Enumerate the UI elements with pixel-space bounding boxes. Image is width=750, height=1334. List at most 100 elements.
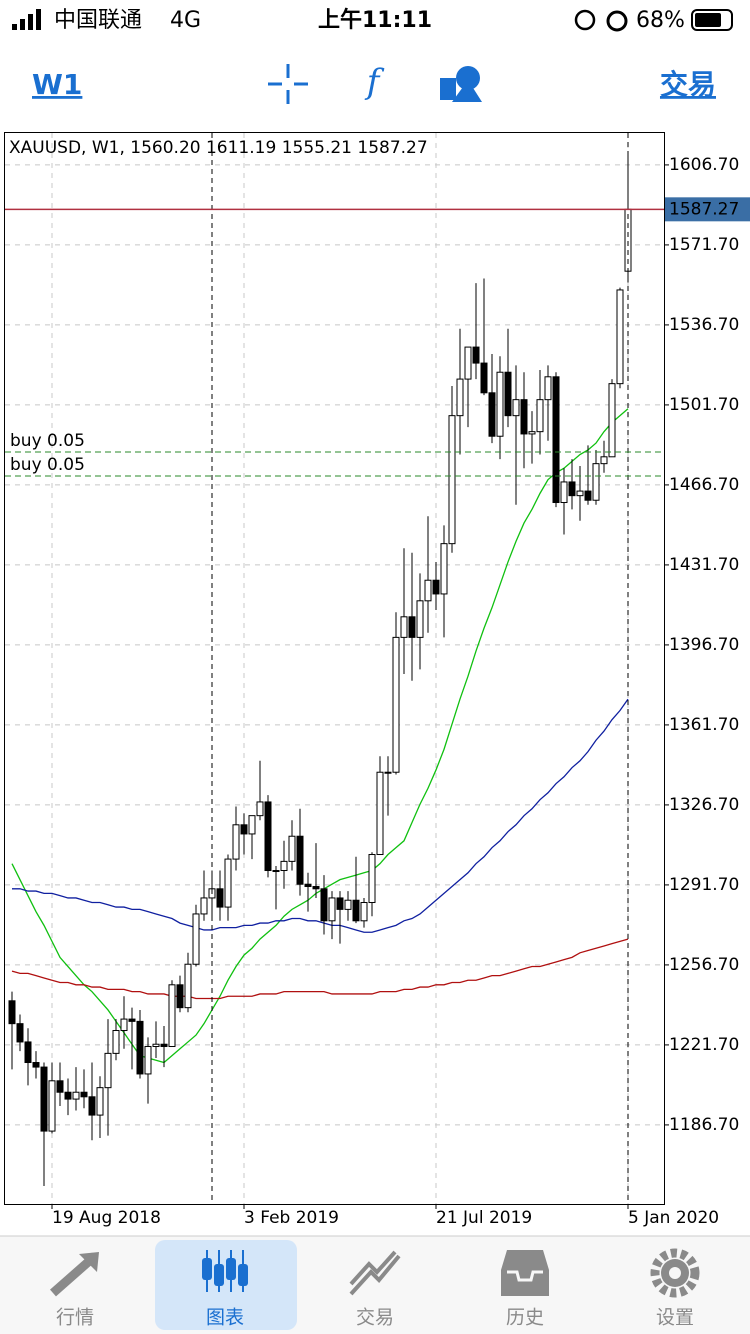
chart-title: XAUUSD, W1, 1560.20 1611.19 1555.21 1587… <box>9 138 428 158</box>
candle-body <box>464 346 472 380</box>
candle-body <box>312 886 320 890</box>
candle-body <box>536 399 544 433</box>
candle-body <box>104 1052 112 1089</box>
tab-icon <box>501 1250 549 1296</box>
tab-highlight <box>155 1240 297 1330</box>
candle-body <box>328 897 336 922</box>
candle-body <box>184 963 192 1009</box>
y-tick-label: 1361.70 <box>669 715 739 735</box>
trend <box>349 1250 397 1286</box>
candle-body <box>432 579 440 595</box>
candle-body <box>176 984 184 1009</box>
tab-label[interactable]: 交易 <box>356 1307 394 1329</box>
candle-body <box>112 1030 120 1054</box>
trend <box>349 1254 401 1296</box>
candle-body <box>64 1091 72 1100</box>
trade-button[interactable]: 交易 <box>660 68 716 101</box>
tab-label[interactable]: 图表 <box>206 1307 244 1329</box>
tab-bar-bg <box>0 1236 750 1334</box>
candle-body <box>16 1023 24 1043</box>
candle-body <box>616 289 624 385</box>
candle-body <box>352 899 360 922</box>
candle-body <box>40 1066 48 1132</box>
lock-icon <box>574 9 596 31</box>
y-tick-label: 1536.70 <box>669 315 739 335</box>
candle-body <box>368 854 376 904</box>
tab-label[interactable]: 设置 <box>656 1307 694 1329</box>
carrier: 中国联通 <box>54 8 142 33</box>
candle-body <box>168 984 176 1048</box>
candle-body <box>192 913 200 965</box>
moving-average <box>11 938 629 1000</box>
candle-body <box>248 815 256 835</box>
y-tick-label: 1221.70 <box>669 1035 739 1055</box>
candle-body <box>504 371 512 417</box>
candle-body <box>224 858 232 908</box>
x-tick-label: 3 Feb 2019 <box>244 1208 339 1228</box>
moving-average <box>12 698 629 933</box>
candle-body <box>496 371 504 437</box>
tab-icon <box>650 1248 700 1298</box>
candle-body <box>448 415 456 545</box>
candle-body <box>144 1046 152 1075</box>
candle-body <box>256 801 264 817</box>
y-tick-label: 1326.70 <box>669 795 739 815</box>
tab-label[interactable]: 历史 <box>506 1307 544 1329</box>
clock: 上午11:11 <box>318 7 432 33</box>
gear-hole <box>669 1267 681 1279</box>
tab-label[interactable]: 行情 <box>56 1307 94 1329</box>
candle-body <box>96 1087 104 1116</box>
x-tick-label: 21 Jul 2019 <box>436 1208 532 1228</box>
inbox <box>501 1250 549 1296</box>
candle-body <box>48 1080 56 1132</box>
signal-bar <box>12 24 17 30</box>
candle-body <box>232 824 240 860</box>
network: 4G <box>170 8 201 33</box>
candle-body <box>72 1091 80 1100</box>
x-tick-label: 5 Jan 2020 <box>628 1208 719 1228</box>
y-tick-label: 1396.70 <box>669 635 739 655</box>
candle-body <box>8 1000 16 1025</box>
y-tick-label: 1571.70 <box>669 235 739 255</box>
battery-level <box>695 13 721 27</box>
candle-body <box>456 378 464 417</box>
candle-body <box>560 481 568 504</box>
battery-text: 68% <box>636 8 685 33</box>
candle-body <box>568 481 576 497</box>
candle-body <box>344 899 352 910</box>
candle-body <box>376 771 384 856</box>
candle-body <box>320 888 328 922</box>
indicator-button[interactable]: f <box>364 62 385 102</box>
candle-body <box>128 1018 136 1022</box>
tab-icon <box>202 1250 248 1292</box>
candle-body <box>512 399 520 417</box>
price-tag-label: 1587.27 <box>669 199 739 219</box>
order-label: buy 0.05 <box>10 431 85 451</box>
tab-icon <box>50 1252 99 1297</box>
candle-body <box>408 616 416 638</box>
candle-body <box>32 1062 40 1068</box>
candle-body <box>584 490 592 501</box>
crosshair-button[interactable] <box>268 64 308 104</box>
candle-body <box>152 1043 160 1048</box>
moving-average <box>11 408 629 1064</box>
battery <box>691 9 733 31</box>
candle-body <box>200 897 208 915</box>
y-tick-label: 1291.70 <box>669 875 739 895</box>
candle-body <box>280 860 288 872</box>
body <box>214 1264 224 1286</box>
body <box>238 1264 248 1286</box>
plot <box>5 133 664 1204</box>
candle-body <box>296 835 304 885</box>
y-tick-label: 1186.70 <box>669 1115 739 1135</box>
candle-body <box>424 579 432 602</box>
price-tag <box>665 197 750 222</box>
objects-button[interactable] <box>440 66 482 102</box>
candle-body <box>24 1041 32 1064</box>
timeframe-button[interactable]: W1 <box>32 68 82 101</box>
y-tick-label: 1431.70 <box>669 555 739 575</box>
candle-body <box>304 883 312 888</box>
candle-body <box>120 1018 128 1032</box>
x-tick-label: 19 Aug 2018 <box>52 1208 161 1228</box>
